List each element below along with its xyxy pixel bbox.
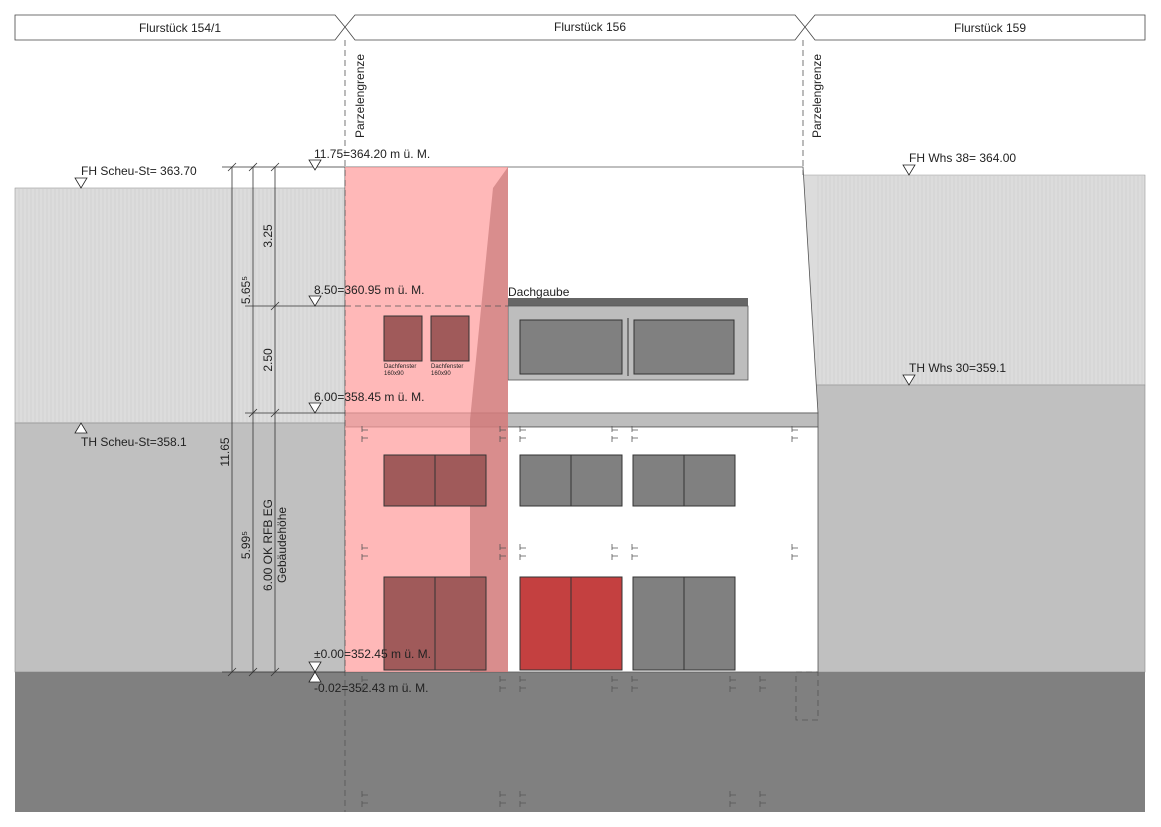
boundary-label: Parzelengrenze [353,54,367,138]
corner-mark [361,791,370,807]
corner-mark [729,676,738,692]
skylight [383,315,423,362]
plot-box [344,14,806,41]
corner-mark [361,676,370,692]
corner-mark [631,426,640,442]
level-label: -0.02=352.43 m ü. M. [314,681,428,695]
level-markers [74,159,916,683]
dimension-label: 6.00 OK RFB EG [261,499,275,591]
dimension-label: 2.50 [261,348,275,372]
corner-mark [499,544,508,560]
corner-mark [611,426,620,442]
dormer-label: Dachgaube [508,285,570,299]
corner-mark [759,791,768,807]
foundation [795,671,819,721]
dimension-label: 11.65 [218,437,232,466]
left-wall [14,422,346,673]
corner-mark [519,426,528,442]
roof-hatching [18,176,1143,422]
window [633,319,735,375]
dimension-lines [222,162,345,677]
right-wall [814,384,1146,673]
plot-box [804,14,1146,41]
corner-mark [791,426,800,442]
dormer-roof [508,298,748,306]
left-roof [14,187,346,424]
corner-mark [729,791,738,807]
corner-mark [791,544,800,560]
window [519,319,623,375]
ground [15,672,1145,812]
corner-mark [499,426,508,442]
corner-mark [631,544,640,560]
corner-marks [361,426,800,807]
level-label: 6.00=358.45 m ü. M. [314,390,424,404]
level-label: TH Scheu-St=358.1 [81,435,187,449]
corner-mark [361,426,370,442]
level-label: ±0.00=352.45 m ü. M. [314,647,431,661]
skylight-label: Dachfenster [431,364,463,370]
corner-mark [519,676,528,692]
corner-mark [631,676,640,692]
header [14,14,1146,41]
corner-mark [519,791,528,807]
plot-label: Flurstück 154/1 [139,21,221,35]
corner-mark [499,676,508,692]
dimension-label: 5.99⁵ [239,531,253,559]
skylight-label: 160x90 [431,371,451,377]
plot-label: Flurstück 159 [954,21,1026,35]
dimension-label: 5.65⁵ [239,276,253,304]
skylight-label: 160x90 [384,371,404,377]
level-label: FH Scheu-St= 363.70 [81,164,197,178]
skylight-label: Dachfenster [384,364,416,370]
skylight [430,315,470,362]
plot-label: Flurstück 156 [554,20,626,34]
boundary-label: Parzelengrenze [810,54,824,138]
corner-mark [361,544,370,560]
dimension-label: 3.25 [261,224,275,248]
level-label: TH Whs 30=359.1 [909,361,1006,375]
corner-mark [759,676,768,692]
dimension-label: Gebäudehöhe [275,507,289,583]
plot-box [14,14,346,41]
level-label: 8.50=360.95 m ü. M. [314,283,424,297]
corner-mark [611,544,620,560]
highlight-shade [470,167,508,672]
level-label: 11.75=364.20 m ü. M. [314,147,430,161]
corner-mark [499,791,508,807]
corner-mark [611,676,620,692]
level-label: FH Whs 38= 364.00 [909,151,1016,165]
mullions [570,455,685,670]
corner-mark [519,544,528,560]
